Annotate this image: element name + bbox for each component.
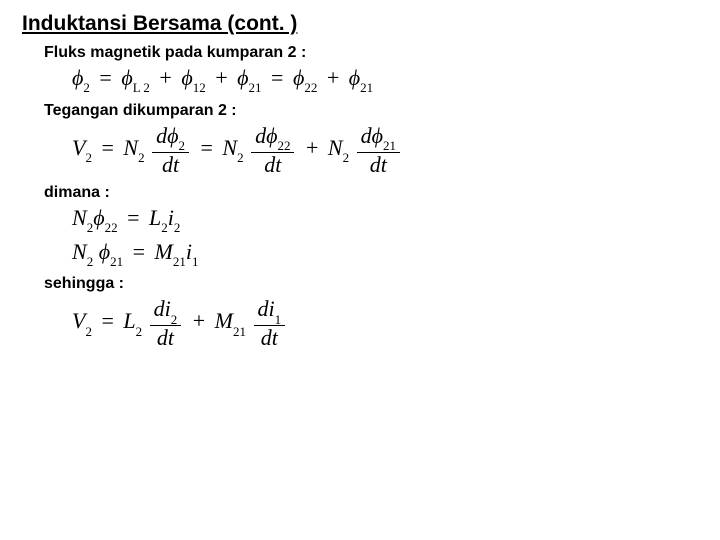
sub-2: 2 [171, 312, 178, 327]
M: M [215, 308, 233, 333]
phi: ϕ [72, 65, 83, 90]
phi: ϕ [167, 123, 178, 148]
equals: = [95, 65, 115, 90]
phi: ϕ [266, 123, 277, 148]
equals: = [267, 65, 287, 90]
phi: ϕ [99, 239, 110, 264]
frac-dphi22-dt: dϕ22 dt [251, 124, 294, 176]
phi: ϕ [181, 65, 192, 90]
equals: = [129, 239, 149, 264]
d: d [154, 296, 165, 321]
N: N [123, 135, 138, 160]
sub-21: 21 [360, 80, 373, 95]
sub-2: 2 [85, 150, 92, 165]
label-so: sehingga : [44, 275, 698, 293]
N: N [72, 239, 87, 264]
t: t [381, 152, 387, 177]
sub-21: 21 [249, 80, 262, 95]
t: t [168, 325, 174, 350]
phi: ϕ [121, 65, 132, 90]
d: d [264, 152, 275, 177]
t: t [275, 152, 281, 177]
sub-21: 21 [173, 254, 186, 269]
plus: + [155, 65, 175, 90]
sub-21: 21 [233, 324, 246, 339]
N: N [222, 135, 237, 160]
d: d [157, 325, 168, 350]
i: i [269, 296, 275, 321]
sub-1: 1 [275, 312, 282, 327]
eq-voltage: V2 = N2 dϕ2 dt = N2 dϕ22 dt + N2 dϕ21 dt [72, 124, 698, 176]
d: d [370, 152, 381, 177]
sub-2: 2 [87, 220, 94, 235]
slide-page: Induktansi Bersama (cont. ) Fluks magnet… [0, 0, 720, 369]
d: d [156, 123, 167, 148]
d: d [261, 325, 272, 350]
sub-22: 22 [277, 138, 290, 153]
sub-2: 2 [237, 150, 244, 165]
phi: ϕ [349, 65, 360, 90]
label-where: dimana : [44, 184, 698, 202]
phi: ϕ [293, 65, 304, 90]
L: L [149, 205, 161, 230]
sub-12: 12 [193, 80, 206, 95]
equals: = [196, 135, 216, 160]
page-title: Induktansi Bersama (cont. ) [22, 12, 698, 36]
equals: = [97, 135, 117, 160]
t: t [173, 152, 179, 177]
sub-21: 21 [383, 138, 396, 153]
sub-1: 1 [192, 254, 199, 269]
eq-flux: ϕ2 = ϕL 2 + ϕ12 + ϕ21 = ϕ22 + ϕ21 [72, 66, 698, 94]
sub-2: 2 [138, 150, 145, 165]
sub-22: 22 [304, 80, 317, 95]
N: N [328, 135, 343, 160]
V: V [72, 308, 85, 333]
sub-2: 2 [343, 150, 350, 165]
d: d [255, 123, 266, 148]
eq-where-line1: N2ϕ22 = L2i2 [72, 206, 698, 234]
phi: ϕ [93, 205, 104, 230]
sub-L2: L 2 [133, 80, 150, 95]
phi: ϕ [372, 123, 383, 148]
sub-2: 2 [83, 80, 90, 95]
frac-di2-dt: di2 dt [150, 297, 182, 349]
sub-22: 22 [105, 220, 118, 235]
d: d [162, 152, 173, 177]
frac-di1-dt: di1 dt [254, 297, 286, 349]
sub-2: 2 [136, 324, 143, 339]
i: i [165, 296, 171, 321]
L: L [123, 308, 135, 333]
plus: + [189, 308, 209, 333]
eq-result: V2 = L2 di2 dt + M21 di1 dt [72, 297, 698, 349]
d: d [361, 123, 372, 148]
V: V [72, 135, 85, 160]
i: i [168, 205, 174, 230]
eq-where: N2ϕ22 = L2i2 N2 ϕ21 = M21i1 [72, 206, 698, 267]
phi: ϕ [237, 65, 248, 90]
label-voltage: Tegangan dikumparan 2 : [44, 102, 698, 120]
eq-where-line2: N2 ϕ21 = M21i1 [72, 240, 698, 268]
sub-2: 2 [85, 324, 92, 339]
sub-2: 2 [174, 220, 181, 235]
N: N [72, 205, 87, 230]
frac-dphi21-dt: dϕ21 dt [357, 124, 400, 176]
M: M [155, 239, 173, 264]
d: d [258, 296, 269, 321]
sub-2: 2 [178, 138, 185, 153]
sub-2: 2 [87, 254, 94, 269]
plus: + [211, 65, 231, 90]
plus: + [302, 135, 322, 160]
sub-2: 2 [161, 220, 168, 235]
t: t [272, 325, 278, 350]
equals: = [97, 308, 117, 333]
label-flux: Fluks magnetik pada kumparan 2 : [44, 44, 698, 62]
equals: = [123, 205, 143, 230]
plus: + [323, 65, 343, 90]
sub-21: 21 [110, 254, 123, 269]
frac-dphi2-dt: dϕ2 dt [152, 124, 189, 176]
